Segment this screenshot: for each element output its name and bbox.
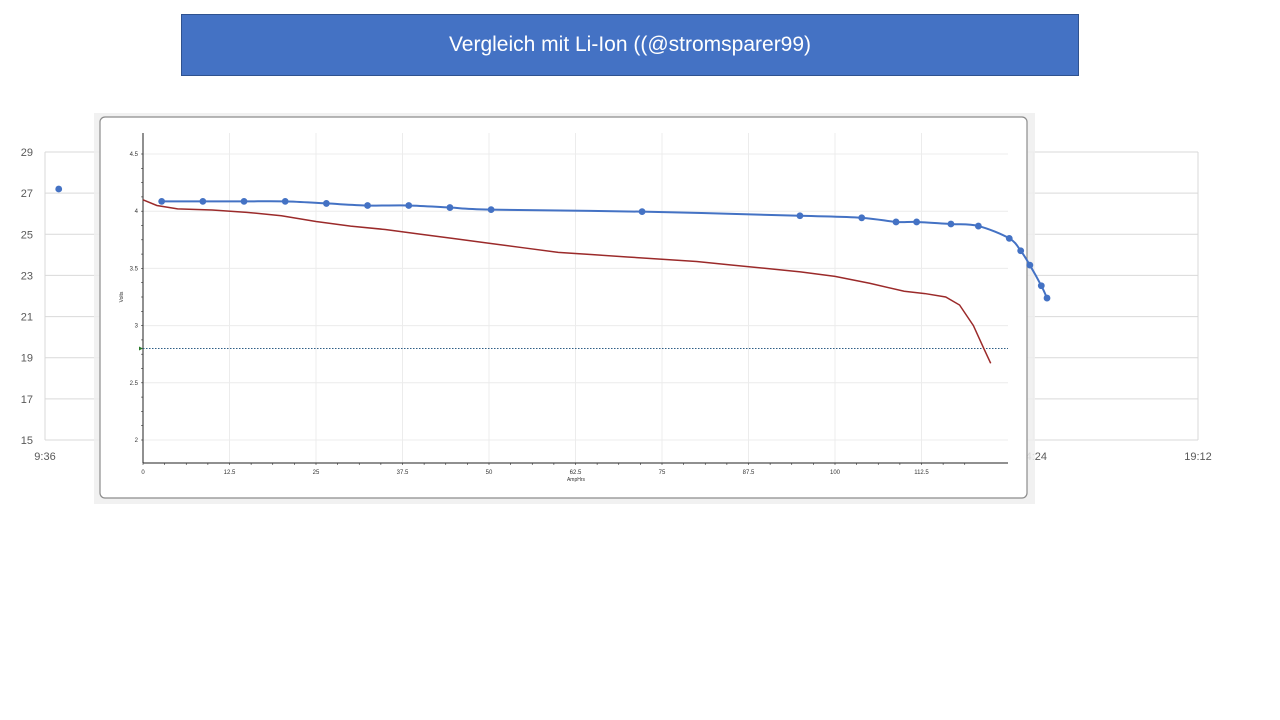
outer-y-tick: 15 <box>21 435 33 447</box>
inner-x-axis-label: AmpHrs <box>567 477 586 483</box>
inner-x-tick: 50 <box>486 470 493 476</box>
inner-x-tick: 12.5 <box>224 470 236 476</box>
data-point <box>974 222 982 230</box>
data-point <box>858 214 866 222</box>
data-point <box>638 208 646 216</box>
title-banner: Vergleich mit Li-Ion ((@stromsparer99) <box>181 14 1079 76</box>
data-point <box>1026 261 1034 269</box>
reference-frame <box>99 116 1028 499</box>
cutoff-marker-icon <box>139 346 143 351</box>
outer-y-tick: 21 <box>21 312 33 324</box>
data-point <box>446 204 454 211</box>
outer-x-tick: 19:12 <box>1184 451 1212 463</box>
inner-y-tick: 3 <box>135 324 139 330</box>
inner-y-tick: 4 <box>135 209 139 215</box>
inner-x-tick: 37.5 <box>397 470 409 476</box>
outer-x-tick: 9:36 <box>34 451 55 463</box>
outer-y-tick: 29 <box>21 147 33 159</box>
series-line <box>161 200 1048 299</box>
inner-x-tick: 0 <box>141 470 145 476</box>
inner-y-axis-label: Volts <box>119 291 125 302</box>
data-point <box>405 202 413 209</box>
inner-x-tick: 100 <box>830 470 841 476</box>
data-point <box>1005 235 1013 242</box>
inner-y-tick: 4.5 <box>130 152 139 158</box>
chart-title: Vergleich mit Li-Ion ((@stromsparer99) <box>448 33 812 56</box>
data-point <box>1017 247 1025 255</box>
data-point <box>1037 282 1045 290</box>
data-point <box>158 197 166 205</box>
data-point <box>55 185 63 193</box>
inner-x-tick: 87.5 <box>743 470 755 476</box>
data-point <box>322 200 330 207</box>
inner-x-tick: 25 <box>313 470 320 476</box>
inner-x-tick: 112.5 <box>914 470 929 476</box>
data-point <box>947 220 955 228</box>
inner-y-tick: 3.5 <box>130 266 139 272</box>
inner-x-tick: 75 <box>659 470 666 476</box>
data-point <box>1043 294 1051 302</box>
inner-y-tick: 2.5 <box>130 381 139 387</box>
data-point <box>240 197 248 205</box>
data-point <box>364 202 371 209</box>
outer-y-tick: 27 <box>21 188 33 200</box>
data-point <box>487 206 495 214</box>
data-point <box>796 212 804 220</box>
inner-y-tick: 2 <box>135 438 139 444</box>
data-point <box>892 218 900 226</box>
inner-x-tick: 62.5 <box>570 470 582 476</box>
outer-y-tick: 25 <box>21 229 33 241</box>
reference-curve <box>142 199 992 364</box>
outer-y-tick: 19 <box>21 353 33 365</box>
outer-y-tick: 23 <box>21 270 33 282</box>
outer-y-tick: 17 <box>21 394 33 406</box>
data-point <box>199 197 207 205</box>
data-point <box>281 197 289 205</box>
data-point <box>913 218 921 226</box>
